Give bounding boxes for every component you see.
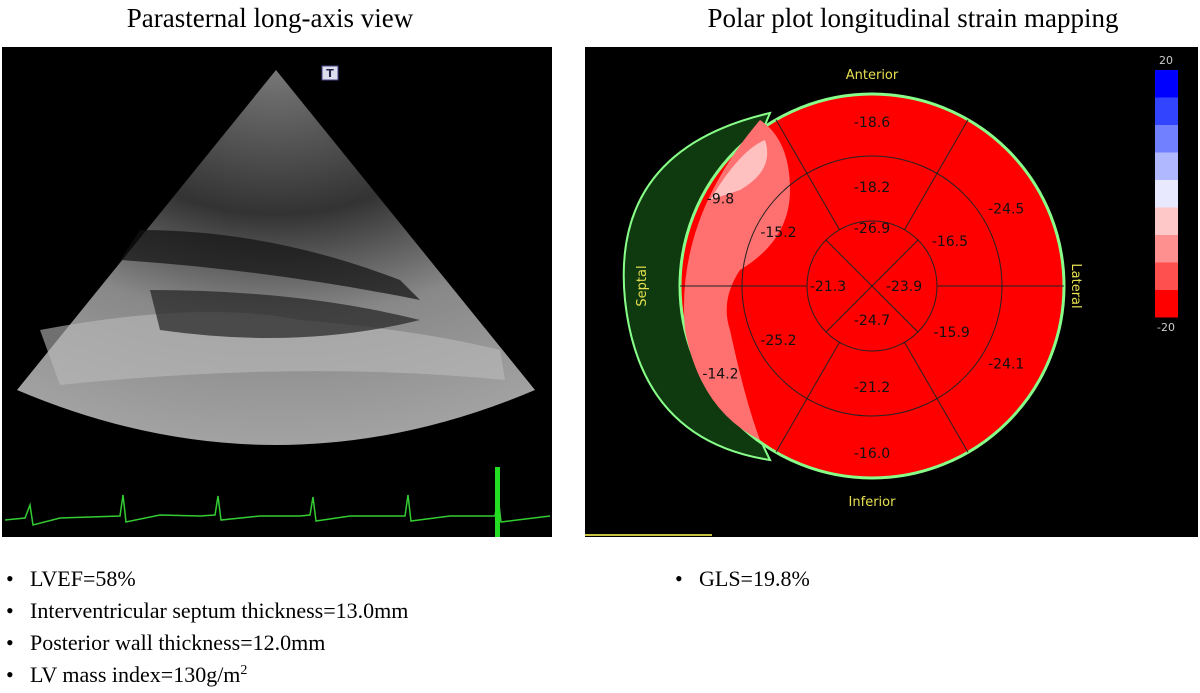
- segment-value: -23.9: [886, 279, 922, 295]
- panel-title: Polar plot longitudinal strain mapping: [708, 3, 1119, 33]
- wall-label: Anterior: [846, 68, 899, 83]
- segment-value: -24.5: [988, 202, 1024, 218]
- bullet: •: [6, 598, 14, 623]
- bullet-text: GLS=19.8%: [699, 566, 810, 591]
- segment-line: [775, 342, 840, 453]
- color-scale-step: [1155, 70, 1178, 98]
- segment-line: [871, 285, 919, 333]
- bullet-text: GLS=19.8%: [699, 566, 810, 591]
- superscript: 2: [240, 663, 247, 678]
- segment-value: -25.2: [760, 333, 796, 349]
- bullet: •: [6, 566, 14, 591]
- bullet-text: Posterior wall thickness=12.0mm: [30, 630, 325, 655]
- color-scale-step: [1155, 290, 1178, 318]
- echo-chamber: [150, 290, 420, 338]
- segment-line: [904, 342, 969, 453]
- color-scale-step: [1155, 180, 1178, 208]
- bullet-text: LVEF=58%: [30, 566, 136, 591]
- color-scale-step: [1155, 152, 1178, 180]
- bullet-text: LVEF=58%: [30, 566, 136, 591]
- segment-line: [871, 239, 919, 287]
- ecg-marker: [495, 467, 500, 537]
- color-scale-step: [1155, 235, 1178, 263]
- wall-label: Septal: [635, 265, 650, 306]
- bullet: •: [675, 566, 683, 591]
- wall-label: Inferior: [849, 495, 897, 510]
- panel-title: Parasternal long-axis view: [127, 3, 414, 33]
- bullet-text: LV mass index=130g/m: [30, 662, 240, 687]
- image-label: T: [326, 67, 334, 80]
- bullet: •: [6, 662, 14, 687]
- echo-chamber: [120, 230, 420, 300]
- segment-value: -24.1: [988, 357, 1024, 373]
- bullet: •: [6, 630, 14, 655]
- segment-value: -26.9: [854, 221, 890, 237]
- segment-line: [825, 239, 873, 287]
- bullet-text: LV mass index=130g/m2: [30, 662, 247, 687]
- segment-value: -15.2: [760, 225, 796, 241]
- segment-value: -14.2: [702, 367, 738, 383]
- scale-max: 20: [1159, 54, 1173, 67]
- segment-value: -24.7: [854, 313, 890, 329]
- segment-value: -21.3: [810, 279, 846, 295]
- segment-value: -16.0: [854, 446, 890, 462]
- wall-label: Lateral: [1068, 263, 1083, 308]
- bullet-text: Interventricular septum thickness=13.0mm: [30, 598, 408, 623]
- segment-line: [904, 119, 969, 230]
- image-badge: [321, 65, 339, 81]
- echo-wall: [40, 312, 505, 385]
- segment-value: -16.5: [932, 234, 968, 250]
- strain-highlight: [710, 140, 768, 200]
- bullet-text: Interventricular septum thickness=13.0mm: [30, 598, 408, 623]
- segment-value: -18.6: [854, 115, 890, 131]
- color-scale-step: [1155, 207, 1178, 235]
- color-scale-step: [1155, 262, 1178, 290]
- segment-line: [775, 119, 840, 230]
- segment-line: [825, 285, 873, 333]
- color-scale-step: [1155, 97, 1178, 125]
- color-scale-step: [1155, 125, 1178, 153]
- segment-value: -18.2: [854, 180, 890, 196]
- scale-min: -20: [1157, 321, 1175, 334]
- ecg-trace: [4, 494, 551, 526]
- segment-value: -9.8: [707, 192, 734, 208]
- bullet-text: Posterior wall thickness=12.0mm: [30, 630, 325, 655]
- strain-highlight: [683, 120, 790, 440]
- segment-value: -21.2: [854, 380, 890, 396]
- segment-value: -15.9: [934, 325, 970, 341]
